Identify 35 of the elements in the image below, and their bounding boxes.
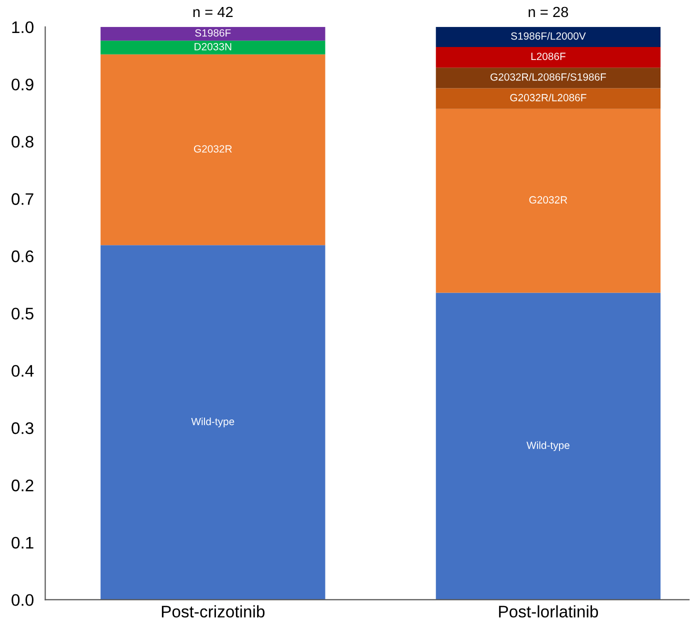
- text: G2032R: [194, 145, 232, 153]
- series-label: G2032R/L2086F/S1986F: [490, 73, 606, 81]
- y-tick-label: 0.9: [12, 78, 34, 90]
- bar: [100, 40, 326, 54]
- y-tick-label: 0.3: [12, 422, 34, 434]
- bar: [436, 68, 661, 88]
- x-tick-label: Post-crizotinib: [162, 605, 265, 618]
- text: Wild-type: [191, 418, 234, 428]
- y-tick-label: 0.6: [12, 250, 34, 262]
- y-tick-label: 1.0: [12, 21, 34, 34]
- series-label: L2086F: [531, 52, 566, 60]
- bar: [436, 26, 661, 47]
- y-tick-label: 0.4: [12, 364, 34, 377]
- y-tick-label: 0.8: [12, 136, 34, 148]
- bar: [436, 108, 661, 293]
- y-tick-label: 0.7: [12, 193, 34, 205]
- y-tick-label: 0.2: [12, 480, 34, 492]
- series-label: G2032R: [529, 196, 568, 204]
- bar: [100, 54, 326, 246]
- y-tick-label: 0.1: [12, 536, 34, 549]
- text: n = 42: [193, 6, 233, 18]
- bar: [100, 26, 326, 41]
- bar: [436, 88, 661, 109]
- y-tick-label: 0.0: [12, 594, 34, 606]
- bar: [436, 46, 661, 68]
- text: n = 28: [528, 6, 568, 18]
- bar: [436, 292, 661, 600]
- series-label: G2032R/L2086F: [510, 94, 586, 102]
- series-label: S1986F/L2000V: [511, 32, 586, 40]
- series-label: Wild-type: [526, 441, 570, 452]
- series-label: D2033N: [194, 42, 232, 50]
- series-label: S1986F: [195, 29, 231, 37]
- bar: [100, 245, 326, 600]
- y-tick-label: 0.5: [12, 308, 34, 320]
- x-tick-label: Post-lorlatinib: [499, 605, 598, 618]
